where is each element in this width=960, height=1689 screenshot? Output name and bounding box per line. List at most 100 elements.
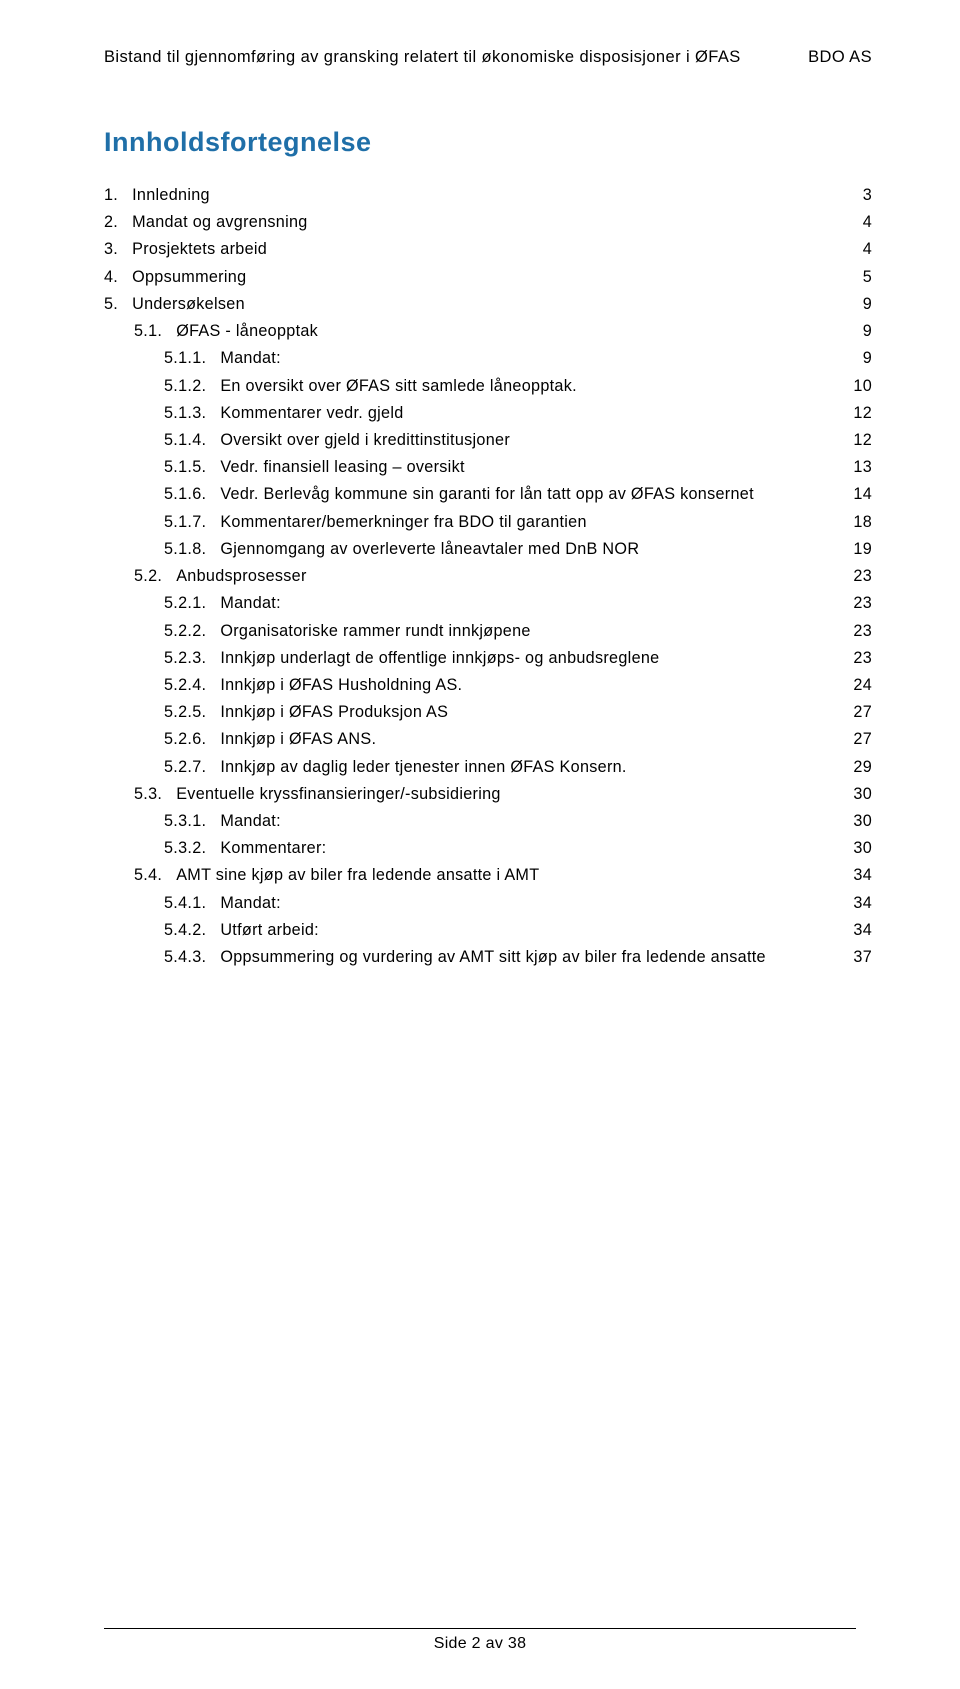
page-footer: Side 2 av 38 — [0, 1628, 960, 1653]
toc-entry-text: Innkjøp i ØFAS Husholdning AS. — [220, 672, 462, 699]
toc-entry: 5.2.3.Innkjøp underlagt de offentlige in… — [104, 645, 872, 672]
toc-entry: 5.2.5.Innkjøp i ØFAS Produksjon AS 27 — [104, 699, 872, 726]
toc-entry-text: Utført arbeid: — [220, 917, 319, 944]
toc-entry: 5.1.3.Kommentarer vedr. gjeld12 — [104, 400, 872, 427]
toc-title: Innholdsfortegnelse — [104, 127, 872, 158]
toc-entry: 3.Prosjektets arbeid 4 — [104, 236, 872, 263]
toc-entry-page: 23 — [851, 618, 872, 645]
toc-entry-number: 5. — [104, 291, 132, 318]
toc-entry-page: 30 — [851, 808, 872, 835]
toc-entry-text: Vedr. Berlevåg kommune sin garanti for l… — [220, 481, 754, 508]
toc-entry-text: Oppsummering og vurdering av AMT sitt kj… — [220, 944, 766, 971]
toc-entry-page: 14 — [851, 481, 872, 508]
toc-entry-number: 5.4.2. — [164, 917, 220, 944]
toc-entry-number: 5.4. — [134, 862, 176, 889]
toc-entry: 5.4.AMT sine kjøp av biler fra ledende a… — [104, 862, 872, 889]
toc-entry-text: Innkjøp i ØFAS ANS. — [220, 726, 376, 753]
toc-entry-number: 5.2.6. — [164, 726, 220, 753]
toc-entry-number: 5.4.1. — [164, 890, 220, 917]
toc-entry-page: 12 — [851, 427, 872, 454]
toc-entry: 5.1.1.Mandat:9 — [104, 345, 872, 372]
toc-entry-number: 3. — [104, 236, 132, 263]
toc-entry-text: Gjennomgang av overleverte låneavtaler m… — [220, 536, 639, 563]
toc-entry-text: Organisatoriske rammer rundt innkjøpene — [220, 618, 530, 645]
toc-entry: 5.1.5.Vedr. finansiell leasing – oversik… — [104, 454, 872, 481]
toc-entry-number: 5.1.2. — [164, 373, 220, 400]
toc-entry-text: Kommentarer: — [220, 835, 326, 862]
toc-entry: 5.4.1.Mandat: 34 — [104, 890, 872, 917]
toc-entry: 5.1.7.Kommentarer/bemerkninger fra BDO t… — [104, 509, 872, 536]
toc-entry-text: Mandat: — [220, 890, 281, 917]
toc-entry: 5.1.4.Oversikt over gjeld i kredittinsti… — [104, 427, 872, 454]
toc-entry-number: 5.4.3. — [164, 944, 220, 971]
toc-entry-page: 4 — [861, 209, 872, 236]
toc-entry-text: Kommentarer vedr. gjeld — [220, 400, 403, 427]
toc-entry-text: Mandat: — [220, 808, 281, 835]
toc-entry: 5.2.Anbudsprosesser23 — [104, 563, 872, 590]
toc-entry: 5.2.6.Innkjøp i ØFAS ANS. 27 — [104, 726, 872, 753]
toc-entry-page: 34 — [851, 890, 872, 917]
toc-entry-page: 9 — [861, 318, 872, 345]
page-header: Bistand til gjennomføring av gransking r… — [104, 48, 872, 67]
toc-entry-number: 5.3.1. — [164, 808, 220, 835]
header-right: BDO AS — [808, 48, 872, 67]
toc-entry: 5.1.6.Vedr. Berlevåg kommune sin garanti… — [104, 481, 872, 508]
toc-entry-number: 5.2.1. — [164, 590, 220, 617]
toc-entry-page: 19 — [851, 536, 872, 563]
toc-entry-number: 5.2.2. — [164, 618, 220, 645]
toc-entry-number: 5.1.6. — [164, 481, 220, 508]
toc-entry: 5.3.Eventuelle kryssfinansieringer/-subs… — [104, 781, 872, 808]
toc-entry-text: Mandat: — [220, 590, 281, 617]
toc-entry: 5.2.2.Organisatoriske rammer rundt innkj… — [104, 618, 872, 645]
toc-entry: 1.Innledning3 — [104, 182, 872, 209]
toc-entry-page: 30 — [851, 781, 872, 808]
toc-entry-page: 13 — [851, 454, 872, 481]
toc-entry-number: 5.2.3. — [164, 645, 220, 672]
document-page: Bistand til gjennomføring av gransking r… — [0, 0, 960, 1689]
toc-entry: 5.Undersøkelsen 9 — [104, 291, 872, 318]
toc-entry: 2.Mandat og avgrensning4 — [104, 209, 872, 236]
toc-entry: 5.2.4.Innkjøp i ØFAS Husholdning AS. 24 — [104, 672, 872, 699]
toc-entry-page: 27 — [851, 726, 872, 753]
toc-entry-page: 23 — [851, 645, 872, 672]
toc-entry-page: 9 — [861, 291, 872, 318]
toc-entry-page: 10 — [851, 373, 872, 400]
toc-entry: 5.3.2.Kommentarer:30 — [104, 835, 872, 862]
toc-entry: 5.1.ØFAS - låneopptak 9 — [104, 318, 872, 345]
toc-entry-number: 5.2.4. — [164, 672, 220, 699]
toc-entry-text: Eventuelle kryssfinansieringer/-subsidie… — [176, 781, 501, 808]
footer-divider — [104, 1628, 856, 1629]
toc-entry-page: 18 — [851, 509, 872, 536]
toc-entry-text: Undersøkelsen — [132, 291, 245, 318]
toc-entry-number: 1. — [104, 182, 132, 209]
toc-entry-page: 30 — [851, 835, 872, 862]
toc-entry-number: 5.3. — [134, 781, 176, 808]
toc-entry-page: 4 — [861, 236, 872, 263]
toc-entry-text: En oversikt over ØFAS sitt samlede låneo… — [220, 373, 577, 400]
toc-entry-text: Innkjøp av daglig leder tjenester innen … — [220, 754, 626, 781]
toc-entry-number: 5.1.7. — [164, 509, 220, 536]
toc-entry-text: ØFAS - låneopptak — [176, 318, 318, 345]
toc-entry-text: Prosjektets arbeid — [132, 236, 267, 263]
toc-entry: 5.1.8.Gjennomgang av overleverte låneavt… — [104, 536, 872, 563]
toc-entry-page: 24 — [851, 672, 872, 699]
toc-entry-page: 27 — [851, 699, 872, 726]
toc-entry-number: 5.2.5. — [164, 699, 220, 726]
toc-entry: 5.3.1.Mandat: 30 — [104, 808, 872, 835]
toc-entry: 5.1.2.En oversikt over ØFAS sitt samlede… — [104, 373, 872, 400]
toc-entry: 5.4.3.Oppsummering og vurdering av AMT s… — [104, 944, 872, 971]
toc-entry: 5.2.7.Innkjøp av daglig leder tjenester … — [104, 754, 872, 781]
toc-entry-text: Innledning — [132, 182, 210, 209]
toc-entry-page: 12 — [851, 400, 872, 427]
toc-entry-text: Innkjøp underlagt de offentlige innkjøps… — [220, 645, 659, 672]
toc-entry-text: Innkjøp i ØFAS Produksjon AS — [220, 699, 448, 726]
toc-entry-number: 5.2. — [134, 563, 176, 590]
toc-entry-number: 4. — [104, 264, 132, 291]
toc-entry: 5.4.2.Utført arbeid:34 — [104, 917, 872, 944]
toc-entry-page: 23 — [851, 590, 872, 617]
toc-entry-page: 34 — [851, 862, 872, 889]
toc-entry-number: 5.2.7. — [164, 754, 220, 781]
toc-entry-number: 5.1. — [134, 318, 176, 345]
toc-entry-number: 2. — [104, 209, 132, 236]
toc-entry-text: Kommentarer/bemerkninger fra BDO til gar… — [220, 509, 586, 536]
